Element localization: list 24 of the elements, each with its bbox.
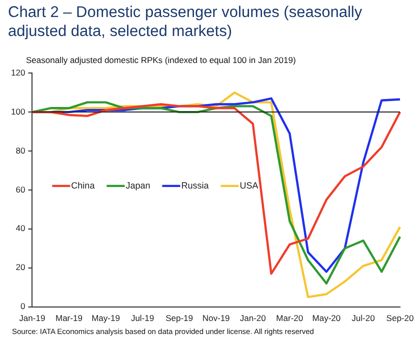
legend-label: Japan [126, 180, 150, 190]
y-tick-label: 40 [16, 223, 26, 234]
x-tick-label: Sep-19 [166, 313, 194, 324]
y-tick-label: 120 [10, 67, 26, 78]
x-tick-label: Mar-20 [276, 313, 304, 324]
chart-title: Chart 2 – Domestic passenger volumes (seasonally adjusted data, selected markets) [7, 3, 364, 42]
x-tick-label: Jul-20 [352, 313, 376, 324]
legend-label: USA [240, 180, 258, 190]
y-tick-label: 100 [10, 106, 26, 116]
x-tick-label: Mar-19 [55, 313, 83, 324]
y-tick-label: 80 [16, 145, 26, 156]
y-tick-label: 60 [16, 184, 26, 194]
y-tick-label: 20 [16, 262, 26, 272]
x-tick-label: Sep-20 [386, 313, 414, 324]
chart-subtitle: Seasonally adjusted domestic RPKs (indexed to equal 100 in Jan 2019) [25, 55, 297, 65]
x-tick-label: Jan-20 [240, 313, 266, 324]
x-tick-label: Jan-19 [19, 313, 46, 324]
legend-label: China [71, 180, 95, 190]
legend-label: Russia [181, 180, 209, 190]
x-tick-label: May-19 [92, 313, 120, 324]
x-tick-label: Jul-19 [130, 313, 154, 324]
y-tick-label: 0 [20, 301, 26, 312]
x-tick-label: May-20 [312, 313, 341, 324]
x-tick-label: Nov-19 [202, 313, 230, 324]
